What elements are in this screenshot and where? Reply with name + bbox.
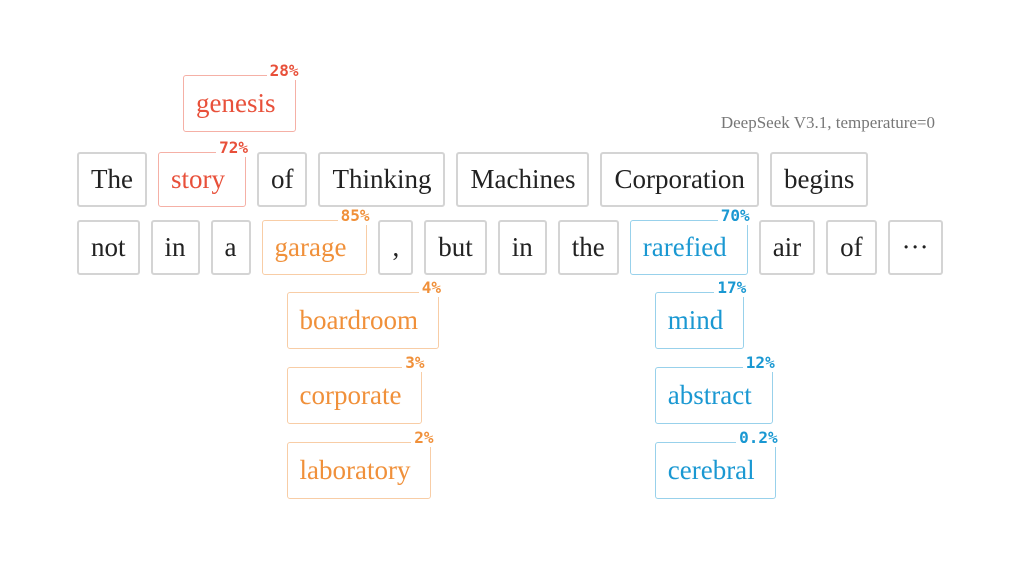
token-text: of — [270, 164, 294, 194]
alternative-token: cerebral 0.2% — [654, 429, 781, 499]
alternative-probability: 3% — [402, 354, 428, 372]
caption: DeepSeek V3.1, temperature=0 — [720, 113, 935, 132]
token: of — [256, 152, 308, 207]
token-probability: 70% — [717, 207, 753, 225]
token-text: rarefied — [642, 232, 727, 262]
token-text: Machines — [470, 164, 576, 194]
token-text: in — [164, 232, 186, 262]
token: Machines — [456, 152, 590, 207]
token-text: begins — [783, 164, 855, 194]
token: begins — [769, 152, 869, 207]
token: rarefied 70% mind 17% abstract 12% cerebral 0.2… — [629, 207, 781, 499]
token: but — [424, 220, 487, 275]
token-text: Corporation — [614, 164, 745, 194]
alternative-probability: 17% — [714, 279, 750, 297]
alternative-probability: 28% — [266, 62, 302, 80]
token-text: in — [511, 232, 533, 262]
token-text: ··· — [901, 232, 929, 262]
token: ··· — [887, 220, 943, 275]
token: Corporation — [600, 152, 759, 207]
alternative-probability: 0.2% — [736, 429, 781, 447]
alternative-text: genesis — [195, 88, 276, 118]
token-probability: 72% — [216, 139, 251, 157]
alternative-text: mind — [667, 305, 724, 335]
token: in — [150, 220, 200, 275]
alternative-text: boardroom — [299, 305, 418, 335]
token: in — [497, 220, 547, 275]
token: not — [77, 220, 140, 275]
alternative-probability: 12% — [742, 354, 778, 372]
alternative-token: boardroom 4% — [286, 279, 444, 349]
token: Thinking — [318, 152, 446, 207]
token: a — [210, 220, 251, 275]
token-line: not in a garage 85% boardroom 4% corporate 3% lab… — [77, 207, 943, 499]
alternative-text: corporate — [299, 380, 402, 410]
alternative-probability: 4% — [418, 279, 444, 297]
token-probability: 85% — [337, 207, 373, 225]
alternative-text: cerebral — [667, 455, 755, 485]
token-text: air — [772, 232, 802, 262]
token: air — [758, 220, 816, 275]
alternative-token: corporate 3% — [286, 354, 428, 424]
token-text: story — [170, 164, 225, 194]
token-text: of — [840, 232, 863, 262]
token: the — [557, 220, 619, 275]
token-line: The story 72% genesis 28% of Thinking Machines C… — [77, 62, 869, 207]
token: story 72% genesis 28% — [157, 62, 302, 207]
token-text: The — [91, 164, 133, 194]
token: The — [77, 152, 147, 207]
token-text: a — [224, 232, 237, 262]
token-text: but — [438, 232, 473, 262]
token: garage 85% boardroom 4% corporate 3% laborator… — [261, 207, 444, 499]
alternative-token: abstract 12% — [654, 354, 778, 424]
token-text: garage — [274, 232, 347, 262]
token-text: Thinking — [332, 164, 432, 194]
token-text: the — [571, 232, 605, 262]
alternative-token: mind 17% — [654, 279, 750, 349]
alternative-text: abstract — [667, 380, 752, 410]
alternative-token: genesis 28% — [182, 62, 302, 132]
token-text: not — [91, 232, 126, 262]
alternative-text: laboratory — [299, 455, 411, 485]
token: , — [378, 220, 414, 275]
alternative-probability: 2% — [411, 429, 437, 447]
token: of — [826, 220, 877, 275]
token-text: , — [392, 232, 400, 262]
alternative-token: laboratory 2% — [286, 429, 437, 499]
